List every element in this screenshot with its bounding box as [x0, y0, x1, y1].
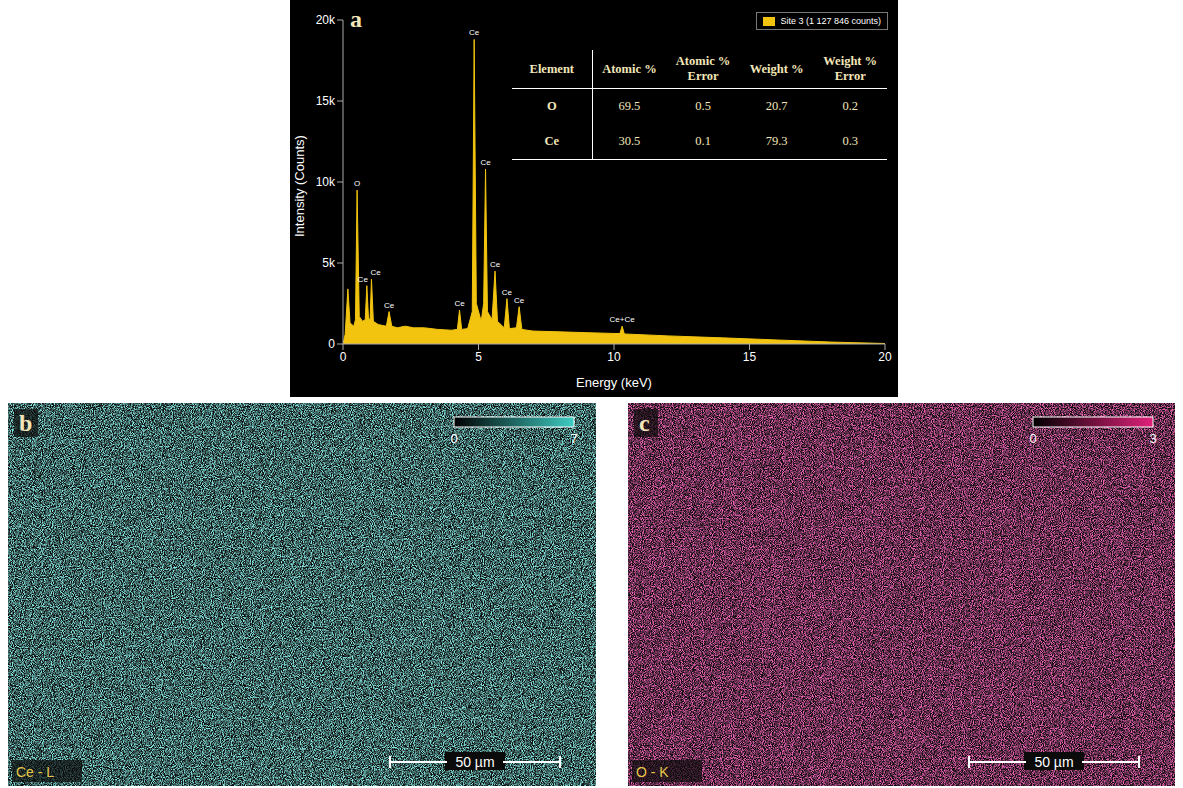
svg-text:15: 15 — [743, 350, 757, 364]
svg-text:Intensity (Counts): Intensity (Counts) — [292, 135, 307, 237]
html-text:Site 3 (1 127 846 counts): Site 3 (1 127 846 counts) — [780, 16, 881, 26]
svg-text:7: 7 — [570, 431, 577, 446]
html-text:Weight % Error: Weight % Error — [823, 54, 878, 83]
html-text:79.3: 79.3 — [765, 134, 788, 148]
svg-text:0: 0 — [340, 350, 347, 364]
svg-text:Ce: Ce — [469, 28, 480, 37]
html-text:0.5: 0.5 — [695, 99, 711, 113]
html-text:O: O — [546, 99, 557, 113]
svg-text:Ce: Ce — [490, 260, 501, 269]
html-text:Weight %: Weight % — [749, 61, 804, 76]
svg-text:O - K: O - K — [636, 764, 669, 780]
svg-text:10k: 10k — [316, 175, 336, 189]
svg-text:c: c — [639, 410, 650, 436]
html-text:0.2: 0.2 — [842, 99, 858, 113]
svg-text:50 µm: 50 µm — [455, 754, 494, 770]
svg-text:Energy (keV): Energy (keV) — [576, 375, 652, 390]
svg-text:Ce: Ce — [384, 301, 395, 310]
html-text:Ce: Ce — [544, 134, 560, 148]
html-text:a: a — [350, 6, 362, 32]
html-text:0.3: 0.3 — [842, 134, 858, 148]
svg-text:b: b — [19, 410, 32, 436]
svg-text:50 µm: 50 µm — [1034, 754, 1073, 770]
html-text:30.5: 30.5 — [618, 134, 641, 148]
html-text:69.5: 69.5 — [618, 99, 641, 113]
svg-text:15k: 15k — [316, 94, 336, 108]
html-text:Atomic %: Atomic % — [602, 61, 657, 76]
svg-text:10: 10 — [607, 350, 621, 364]
svg-text:5k: 5k — [322, 256, 336, 270]
svg-text:Ce: Ce — [480, 158, 491, 167]
svg-text:O: O — [354, 179, 360, 188]
svg-text:Ce+Ce: Ce+Ce — [610, 315, 636, 324]
svg-text:Ce: Ce — [454, 299, 465, 308]
svg-text:0: 0 — [1029, 431, 1036, 446]
svg-text:5: 5 — [475, 350, 482, 364]
svg-text:Ce: Ce — [514, 296, 525, 305]
svg-text:3: 3 — [1149, 431, 1156, 446]
html-text:20.7: 20.7 — [765, 99, 788, 113]
svg-text:0: 0 — [450, 431, 457, 446]
html-text:Element: Element — [529, 61, 574, 76]
svg-text:20: 20 — [878, 350, 892, 364]
svg-text:0: 0 — [328, 337, 335, 351]
html-text:0.1: 0.1 — [695, 134, 711, 148]
svg-text:20k: 20k — [316, 13, 336, 27]
svg-text:Ce - L: Ce - L — [16, 764, 54, 780]
svg-text:Ce: Ce — [502, 288, 513, 297]
svg-text:Ce: Ce — [358, 275, 369, 284]
svg-text:Ce: Ce — [370, 268, 381, 277]
html-text:Atomic % Error: Atomic % Error — [675, 54, 731, 83]
